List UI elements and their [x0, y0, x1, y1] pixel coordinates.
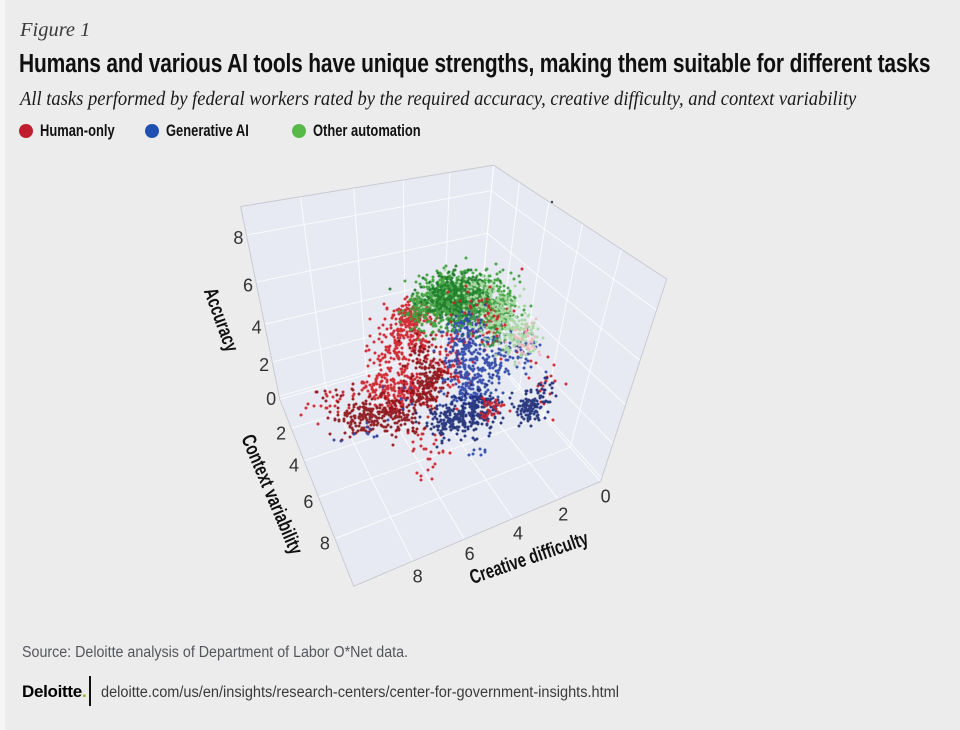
- svg-text:4: 4: [252, 317, 262, 337]
- svg-text:Context variability: Context variability: [237, 431, 308, 558]
- svg-text:4: 4: [513, 524, 523, 544]
- svg-text:2: 2: [259, 355, 269, 375]
- svg-text:8: 8: [233, 228, 243, 248]
- svg-text:8: 8: [320, 534, 330, 554]
- svg-text:2: 2: [558, 504, 568, 524]
- svg-text:8: 8: [413, 566, 423, 586]
- svg-text:2: 2: [276, 423, 286, 443]
- svg-text:6: 6: [465, 544, 475, 564]
- svg-text:4: 4: [289, 456, 299, 476]
- svg-text:Accuracy: Accuracy: [199, 284, 243, 355]
- svg-text:Creative difficulty: Creative difficulty: [466, 527, 591, 589]
- svg-text:0: 0: [601, 487, 611, 507]
- svg-text:0: 0: [266, 389, 276, 409]
- svg-text:6: 6: [303, 492, 313, 512]
- svg-text:6: 6: [243, 275, 253, 295]
